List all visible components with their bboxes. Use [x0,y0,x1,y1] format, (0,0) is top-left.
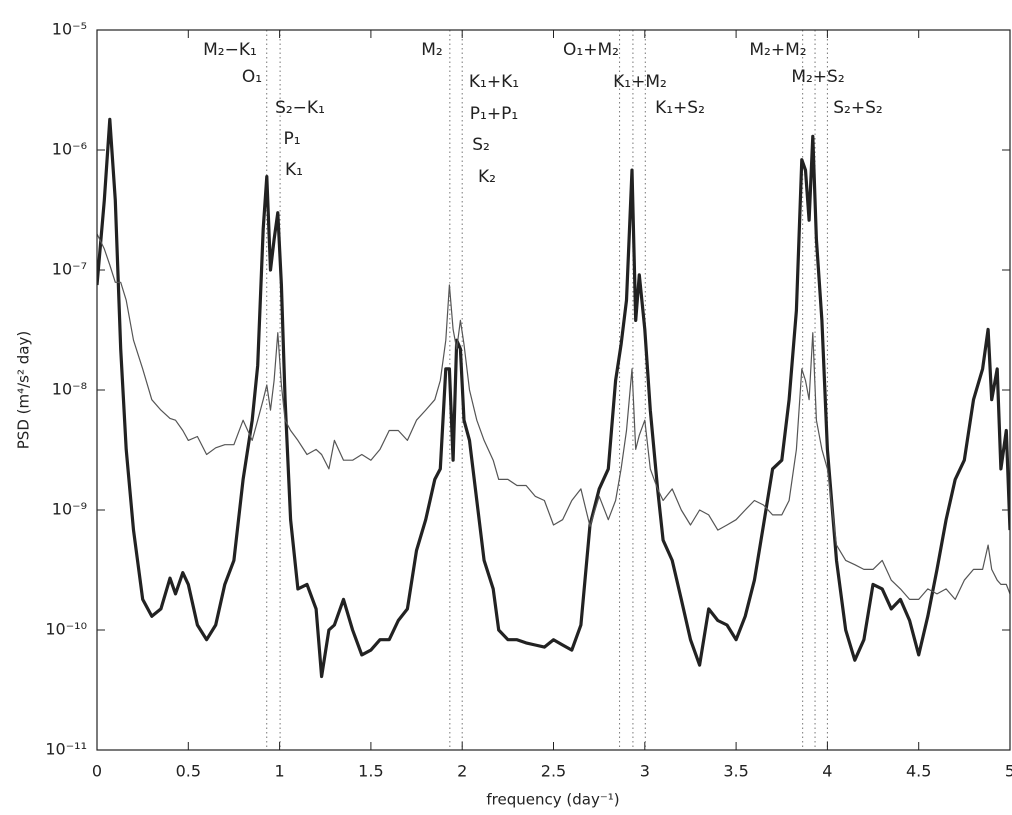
annotation: K₂ [478,167,496,187]
plot-frame [96,29,1011,751]
y-tick-label: 10⁻⁶ [52,140,87,159]
annotation: S₂−K₁ [275,98,325,118]
x-tick-label: 1.5 [358,762,383,781]
y-tick-label: 10⁻¹¹ [45,740,87,759]
x-tick-label: 5 [1005,762,1012,781]
x-tick-label: 2 [457,762,467,781]
x-tick-label: 3 [640,762,650,781]
annotation: S₂ [472,135,490,155]
x-tick-label: 0.5 [176,762,201,781]
y-tick-label: 10⁻¹⁰ [45,620,87,639]
y-tick-label: 10⁻⁷ [52,260,87,279]
x-tick-label: 1 [275,762,285,781]
annotation: K₁ [285,160,303,180]
annotation: O₁+M₂ [563,40,619,60]
y-tick-label: 10⁻⁵ [52,20,87,39]
annotation: P₁+P₁ [470,104,518,124]
annotation: S₂+S₂ [833,98,882,118]
x-tick-label: 0 [92,762,102,781]
psd-line [97,233,1010,601]
x-tick-label: 4.5 [906,762,931,781]
annotation: K₁+S₂ [655,98,705,118]
annotation: K₁+K₁ [469,72,519,92]
annotation: P₁ [283,129,300,149]
x-tick-label: 3.5 [723,762,748,781]
x-tick-label: 2.5 [541,762,566,781]
x-axis-label: frequency (day⁻¹) [486,791,619,809]
y-axis-label: PSD (m⁴/s² day) [15,331,33,449]
annotation: O₁ [242,67,262,87]
y-tick-label: 10⁻⁹ [52,500,87,519]
annotation: M₂−K₁ [203,40,257,60]
y-tick-label: 10⁻⁸ [52,380,87,399]
annotation: K₁+M₂ [613,72,667,92]
annotation: M₂+S₂ [791,67,844,87]
x-tick-label: 4 [822,762,832,781]
annotation: M₂+M₂ [749,40,806,60]
psd-line [97,117,1010,679]
annotation: M₂ [421,40,442,60]
